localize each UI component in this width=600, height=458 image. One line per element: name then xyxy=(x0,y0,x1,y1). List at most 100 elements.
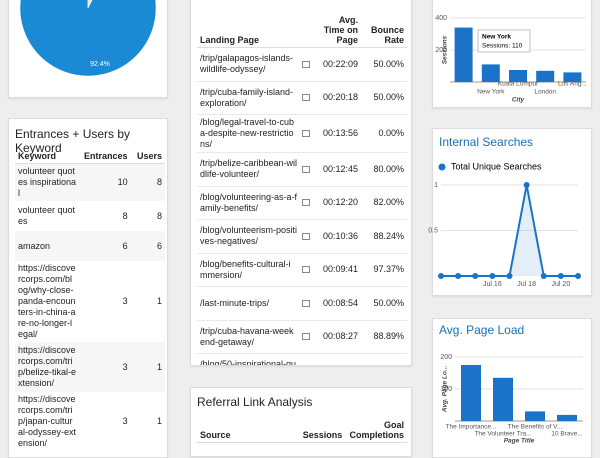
table-cell: 6 xyxy=(130,231,165,261)
link-icon xyxy=(302,165,311,173)
table-cell: 6 xyxy=(79,231,131,261)
landing-table: Landing Page Avg. Time on Page Bounce Rate… xyxy=(197,13,407,366)
table-cell: /blog/volunteering-as-a-family-benefits/ xyxy=(197,186,314,220)
table-cell: 00:08:03 xyxy=(313,353,362,365)
table-row: volunteer quotes 8 8 xyxy=(15,201,165,231)
header-row: Keyword Entrances Users xyxy=(15,149,165,164)
cell-wrap: /trip/cuba-family-island-exploration/ xyxy=(200,86,311,109)
city-widget xyxy=(432,0,592,108)
landing-widget: Landing Page Avg. Time on Page Bounce Rate… xyxy=(190,0,412,366)
table-cell: /blog/50-inspirational-quotes-volunteeri… xyxy=(197,353,314,366)
table-cell: 3 xyxy=(122,296,128,306)
table-row: /trip/belize-caribbean-wildlife-voluntee… xyxy=(197,152,407,187)
table-row: /blog/volunteerism-positives-negatives/0… xyxy=(197,219,407,254)
table-cell: volunteer quotes xyxy=(18,205,76,226)
table-cell: 97.37% xyxy=(361,253,407,287)
cell-wrap: /blog/50-inspirational-quotes-volunteeri… xyxy=(200,359,310,366)
cell-wrap: /trip/belize-caribbean-wildlife-voluntee… xyxy=(200,158,311,180)
table-cell: 93.70% xyxy=(361,353,407,365)
table-row: volunteer quotes inspirational 10 8 xyxy=(15,163,165,201)
table-cell: 8 xyxy=(122,210,128,221)
link-icon xyxy=(302,299,311,307)
link-icon xyxy=(302,94,311,102)
table-cell: 0.00% xyxy=(361,114,407,153)
table-cell: 00:20:18 xyxy=(313,81,362,115)
page-path: /last-minute-trips/ xyxy=(200,297,270,308)
table-cell: 00:08:27 xyxy=(313,320,362,354)
column-header: Avg. Time on Page xyxy=(313,13,362,48)
pie-widget xyxy=(8,0,168,98)
column-header: Source xyxy=(197,418,292,443)
table-cell: 1 xyxy=(156,416,162,426)
table-cell: https://discovercorps.com/trip/belize-ti… xyxy=(15,342,80,392)
page-path: /trip/galapagos-islands-wildlife-odyssey… xyxy=(200,53,294,75)
table-cell: volunteer quotes inspirational xyxy=(15,163,80,201)
keyword-table: Keyword Entrances Users volunteer quotes in… xyxy=(15,149,165,451)
column-header: Entrances xyxy=(79,149,131,164)
page-path: /blog/volunteering-as-a-family-benefits/ xyxy=(200,191,298,213)
table-cell: 1 xyxy=(130,342,165,392)
table-cell: https://discovercorps.com/blog/why-close… xyxy=(18,263,76,339)
table-cell: 50.00% xyxy=(361,286,407,321)
cell-wrap: /trip/galapagos-islands-wildlife-odyssey… xyxy=(200,53,311,75)
link-icon xyxy=(302,333,311,341)
search-widget xyxy=(432,128,592,296)
page-path: /blog/benefits-cultural-immersion/ xyxy=(200,258,291,280)
page-path: /trip/cuba-family-island-exploration/ xyxy=(200,86,294,108)
table-cell: amazon xyxy=(15,231,80,261)
table-cell: /trip/cuba-family-island-exploration/ xyxy=(197,81,314,115)
table-row: https://discovercorps.com/blog/why-close… xyxy=(15,261,165,342)
table-row: https://discovercorps.com/trip/belize-ti… xyxy=(15,342,165,392)
table-cell: https://discovercorps.com/trip/japan-cul… xyxy=(18,394,77,448)
column-header: Sessions xyxy=(291,418,346,443)
table-cell: /trip/cuba-havana-weekend-getaway/ xyxy=(197,320,314,354)
table-cell: 00:10:36 xyxy=(313,219,362,254)
cell-wrap: /last-minute-trips/ xyxy=(200,297,311,309)
table-row: /blog/benefits-cultural-immersion/00:09:… xyxy=(197,253,407,287)
link-icon xyxy=(302,199,311,207)
table-row: /blog/volunteering-as-a-family-benefits/… xyxy=(197,186,407,220)
column-header: Goal Completions xyxy=(345,418,407,443)
link-icon xyxy=(302,266,311,274)
cell-wrap: /blog/legal-travel-to-cuba-despite-new-r… xyxy=(200,117,311,150)
table-cell: 80.00% xyxy=(361,152,407,187)
table-row: /trip/galapagos-islands-wildlife-odyssey… xyxy=(197,47,407,82)
table-cell: 50.00% xyxy=(361,81,407,115)
page-path: /trip/belize-caribbean-wildlife-voluntee… xyxy=(200,158,298,180)
keyword-widget: Entrances + Users by Keyword Keyword Entr… xyxy=(8,118,168,458)
page-path: /blog/50-inspirational-quotes-volunteeri… xyxy=(200,359,297,366)
table-cell: 10 xyxy=(79,163,131,201)
column-header: Bounce Rate xyxy=(361,13,407,48)
column-header: Landing Page xyxy=(197,13,314,48)
link-icon xyxy=(302,130,311,137)
table-cell: /trip/belize-caribbean-wildlife-voluntee… xyxy=(197,152,314,187)
column-header: Users xyxy=(130,149,165,164)
table-row: https://discovercorps.com/trip/japan-cul… xyxy=(15,392,165,451)
widget-title: Referral Link Analysis xyxy=(197,395,313,409)
table-row: /trip/cuba-family-island-exploration/00:… xyxy=(197,81,407,115)
cell-wrap: /trip/cuba-havana-weekend-getaway/ xyxy=(200,326,311,348)
table-cell: 00:08:54 xyxy=(313,286,362,321)
table-cell: 82.00% xyxy=(361,186,407,220)
header-row: Source Sessions Goal Completions xyxy=(197,418,407,443)
table-cell: /blog/volunteerism-positives-negatives/ xyxy=(197,219,314,254)
referral-table: Source Sessions Goal Completions xyxy=(197,418,407,443)
table-cell: 8 xyxy=(130,163,165,201)
table-row: /last-minute-trips/00:08:54 50.00% xyxy=(197,286,407,321)
table-row: /trip/cuba-havana-weekend-getaway/00:08:… xyxy=(197,320,407,354)
column-header: Keyword xyxy=(15,149,80,164)
table-cell: /blog/benefits-cultural-immersion/ xyxy=(197,253,314,287)
cell-wrap: /blog/benefits-cultural-immersion/ xyxy=(200,258,311,281)
table-cell: 1 xyxy=(156,296,162,306)
page-path: /blog/legal-travel-to-cuba-despite-new-r… xyxy=(200,117,295,149)
referral-widget: Referral Link Analysis Source Sessions Goa… xyxy=(190,387,412,457)
table-cell: 88.24% xyxy=(361,219,407,254)
cell-wrap: /blog/volunteerism-positives-negatives/ xyxy=(200,225,311,247)
table-cell: 00:12:45 xyxy=(313,152,362,187)
table-cell: 00:22:09 xyxy=(313,47,362,82)
link-icon xyxy=(302,60,311,68)
table-cell: /last-minute-trips/ xyxy=(197,286,314,321)
pageload-widget xyxy=(432,318,592,458)
header-row: Landing Page Avg. Time on Page Bounce Rate xyxy=(197,13,407,48)
